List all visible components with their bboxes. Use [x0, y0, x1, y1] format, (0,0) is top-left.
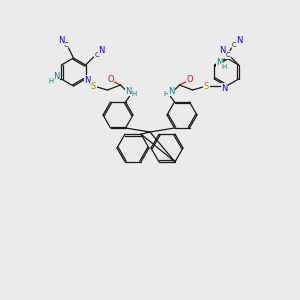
- Text: N: N: [125, 86, 132, 95]
- Text: N: N: [58, 35, 65, 44]
- Text: C: C: [94, 52, 99, 58]
- Text: N: N: [168, 86, 175, 95]
- Text: N: N: [84, 76, 91, 85]
- Text: N: N: [98, 46, 105, 55]
- Text: H: H: [131, 91, 136, 97]
- Text: S: S: [204, 82, 209, 91]
- Text: O: O: [186, 74, 193, 83]
- Text: N: N: [221, 83, 228, 92]
- Text: H: H: [222, 64, 227, 70]
- Text: H: H: [164, 91, 169, 97]
- Text: C: C: [232, 42, 237, 48]
- Text: O: O: [107, 74, 114, 83]
- Text: C: C: [63, 42, 68, 48]
- Text: H: H: [49, 78, 54, 84]
- Text: N: N: [236, 35, 243, 44]
- Text: C: C: [225, 52, 230, 58]
- Text: N: N: [219, 46, 226, 55]
- Text: N: N: [216, 58, 223, 67]
- Text: N: N: [53, 71, 60, 80]
- Text: S: S: [91, 82, 96, 91]
